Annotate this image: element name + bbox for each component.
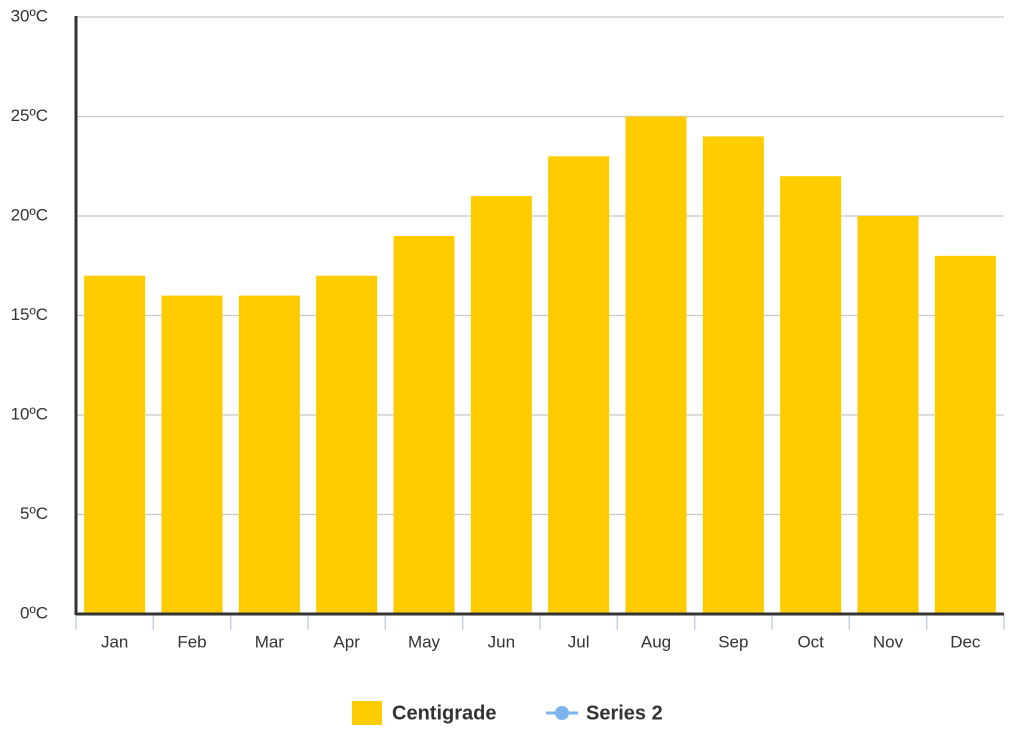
bar <box>625 116 687 614</box>
y-tick-label: 0ºC <box>20 603 48 622</box>
y-tick-label: 30ºC <box>11 6 48 25</box>
x-tick-label: Jun <box>488 632 515 651</box>
bar <box>780 176 842 614</box>
x-tick-label: Jan <box>101 632 128 651</box>
bar <box>470 196 532 614</box>
bar <box>84 275 146 614</box>
x-tick-label: Aug <box>641 632 671 651</box>
bar <box>934 255 996 615</box>
bar <box>702 136 764 614</box>
x-tick-label: Oct <box>797 632 824 651</box>
y-tick-label: 25ºC <box>11 106 48 125</box>
x-tick-label: May <box>408 632 441 651</box>
bar <box>857 216 919 614</box>
x-tick-label: Sep <box>718 632 748 651</box>
y-tick-label: 5ºC <box>20 504 48 523</box>
bar <box>238 295 300 614</box>
x-tick-label: Nov <box>873 632 904 651</box>
legend-swatch <box>352 701 382 725</box>
bar <box>161 295 223 614</box>
legend-marker <box>555 706 569 720</box>
legend-label: Centigrade <box>392 702 496 724</box>
bar <box>548 156 610 615</box>
x-tick-label: Feb <box>177 632 206 651</box>
bar <box>393 235 455 614</box>
y-tick-label: 20ºC <box>11 205 48 224</box>
y-tick-label: 10ºC <box>11 404 48 423</box>
legend-label: Series 2 <box>586 702 663 724</box>
x-tick-label: Dec <box>950 632 981 651</box>
x-tick-label: Jul <box>568 632 590 651</box>
x-tick-label: Apr <box>333 632 360 651</box>
y-tick-label: 15ºC <box>11 305 48 324</box>
bar <box>316 275 378 614</box>
x-tick-label: Mar <box>255 632 285 651</box>
